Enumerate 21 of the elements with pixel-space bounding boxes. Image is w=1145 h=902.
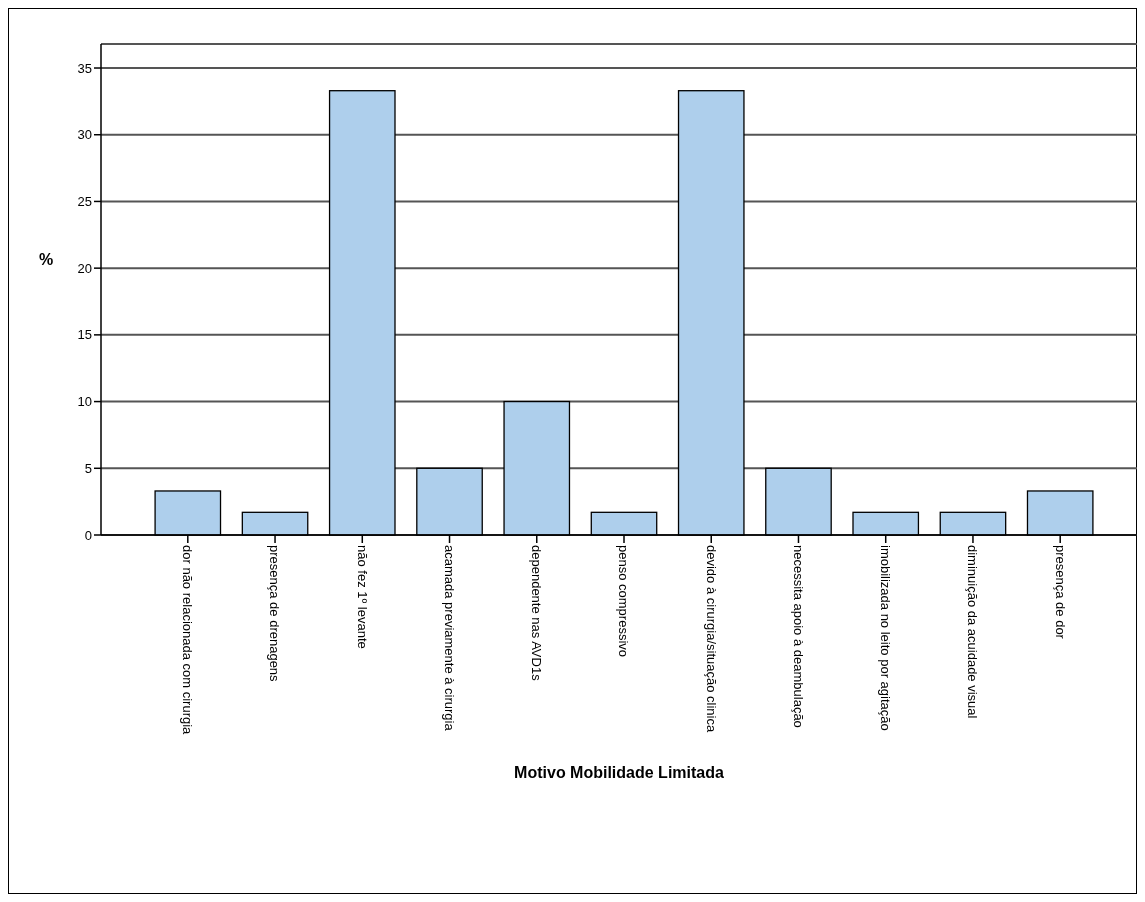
y-tick-label: 25 bbox=[77, 193, 92, 209]
x-tick-label: dor não relacionada com cirurgia bbox=[180, 545, 196, 736]
x-tick-label: diminuição da acuidade visual bbox=[965, 545, 981, 719]
x-tick-label: necessita apoio à deambulação bbox=[790, 545, 806, 728]
x-tick-label: imobilizada no leito por agitação bbox=[878, 545, 894, 731]
x-tick-label: presença de dor bbox=[1052, 545, 1068, 640]
x-axis-title: Motivo Mobilidade Limitada bbox=[514, 764, 724, 781]
y-axis-title: % bbox=[38, 250, 54, 268]
y-tick-label: 5 bbox=[84, 460, 92, 476]
y-tick-label: 10 bbox=[77, 394, 92, 410]
y-tick-label: 15 bbox=[77, 327, 92, 343]
y-tick-label: 30 bbox=[77, 127, 92, 143]
x-tick-label: não fez 1º levante bbox=[354, 545, 370, 649]
y-tick-label: 20 bbox=[77, 260, 92, 276]
x-tick-label: acamada previamente à cirurgia bbox=[441, 545, 457, 732]
x-tick-label: devido à cirurgia/situação clinica bbox=[703, 545, 719, 733]
y-tick-label: 35 bbox=[77, 60, 92, 76]
y-tick-label: 0 bbox=[84, 527, 92, 543]
x-tick-label: penso compressivo bbox=[616, 545, 632, 657]
x-tick-label: presença de drenagens bbox=[267, 545, 283, 683]
x-tick-label: dependente nas AVD1s bbox=[529, 545, 545, 682]
